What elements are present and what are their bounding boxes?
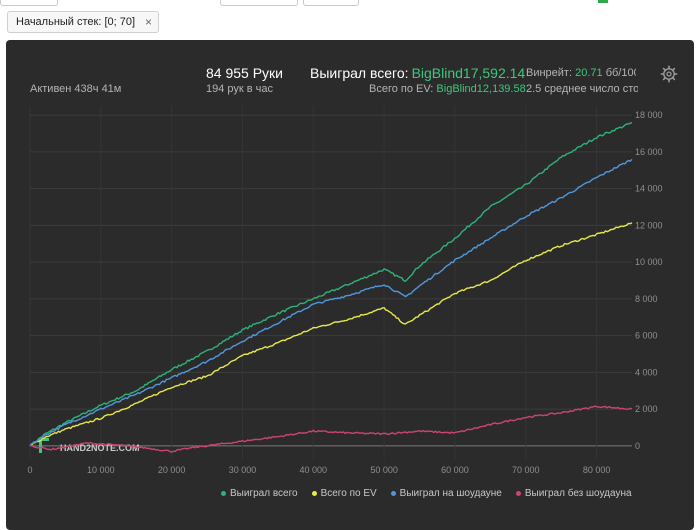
ev-total: Всего по EV: BigBlind12,139.58	[369, 83, 526, 95]
results-chart: 0 2 000 4 000 6 000 8 000 10 000 12 000 14 000 1…	[27, 106, 663, 475]
legend-label-showdown: Выиграл на шоудауне	[399, 488, 502, 499]
winrate-value: 20.71	[575, 67, 603, 79]
y-tick-label: 4 000	[635, 367, 658, 377]
legend-item-showdown[interactable]: Выиграл на шоудауне	[390, 488, 502, 499]
hands-per-hour: 194 рук в час	[206, 83, 274, 95]
x-tick-label: 60 000	[441, 465, 469, 475]
legend-label-ev: Всего по EV	[320, 488, 377, 499]
logo-mark	[39, 438, 49, 441]
active-time: Активен 438ч 41м	[30, 83, 122, 95]
legend-dot-won	[221, 491, 226, 496]
gear-icon[interactable]	[660, 65, 678, 83]
y-tick-label: 14 000	[635, 184, 663, 194]
y-tick-label: 10 000	[635, 257, 663, 267]
x-tick-label: 30 000	[229, 465, 257, 475]
ev-total-label: Всего по EV:	[369, 83, 434, 95]
series-line-ev	[29, 222, 633, 447]
top-control-left[interactable]	[0, 0, 58, 6]
won-total: Выиграл всего: BigBlind17,592.14	[310, 65, 525, 81]
legend-dot-no-showdown	[515, 491, 521, 496]
won-total-label: Выиграл всего:	[310, 65, 409, 81]
series-line-showdown	[29, 158, 633, 447]
x-tick-label: 20 000	[158, 465, 186, 475]
hands-count: 84 955 Руки	[206, 65, 283, 81]
top-control-right[interactable]	[303, 0, 359, 6]
legend-item-ev[interactable]: Всего по EV	[311, 488, 377, 499]
y-tick-label: 2 000	[635, 404, 658, 414]
ev-total-value: BigBlind12,139.58	[436, 83, 526, 95]
legend-dot-showdown	[390, 491, 396, 496]
logo-mark	[39, 438, 42, 453]
filter-chip[interactable]: Начальный стек: [0; 70] ×	[7, 11, 160, 33]
x-tick-label: 40 000	[300, 465, 328, 475]
graph-panel: 0 2 000 4 000 6 000 8 000 10 000 12 000 14 000 1…	[6, 40, 694, 530]
series-line-won	[29, 122, 633, 447]
legend-label-no-showdown: Выиграл без шоудауна	[524, 488, 632, 499]
x-tick-label: 70 000	[512, 465, 540, 475]
avg-players: 2.5 среднее число стол	[526, 83, 638, 95]
top-accent-mark	[598, 0, 608, 3]
chart-legend: Выиграл всего Всего по EV Выиграл на шоу…	[221, 488, 632, 499]
x-tick-label: 80 000	[583, 465, 611, 475]
y-tick-label: 18 000	[635, 110, 663, 120]
x-tick-label: 10 000	[87, 465, 115, 475]
y-tick-label: 16 000	[635, 147, 663, 157]
y-tick-label: 0	[635, 441, 640, 451]
series-line-no-showdown	[29, 405, 633, 453]
winrate-label: Винрейт:	[526, 67, 573, 79]
x-tick-label: 0	[27, 465, 32, 475]
won-total-value: BigBlind17,592.14	[411, 65, 526, 81]
winrate: Винрейт: 20.71 бб/100	[526, 67, 636, 79]
close-icon[interactable]: ×	[145, 15, 153, 29]
winrate-unit: бб/100	[605, 67, 636, 79]
y-tick-label: 8 000	[635, 294, 658, 304]
top-control-middle[interactable]	[220, 0, 298, 6]
top-toolbar: Начальный стек: [0; 70] ×	[0, 0, 700, 36]
y-tick-label: 12 000	[635, 220, 663, 230]
x-tick-label: 50 000	[370, 465, 398, 475]
watermark-text: HAND2NOTE.COM	[60, 443, 140, 453]
filter-chip-label: Начальный стек: [0; 70]	[16, 16, 136, 28]
legend-item-no-showdown[interactable]: Выиграл без шоудауна	[515, 488, 632, 499]
y-tick-label: 6 000	[635, 331, 658, 341]
legend-dot-ev	[311, 491, 317, 496]
legend-label-won: Выиграл всего	[230, 488, 298, 499]
legend-item-won[interactable]: Выиграл всего	[221, 488, 298, 499]
